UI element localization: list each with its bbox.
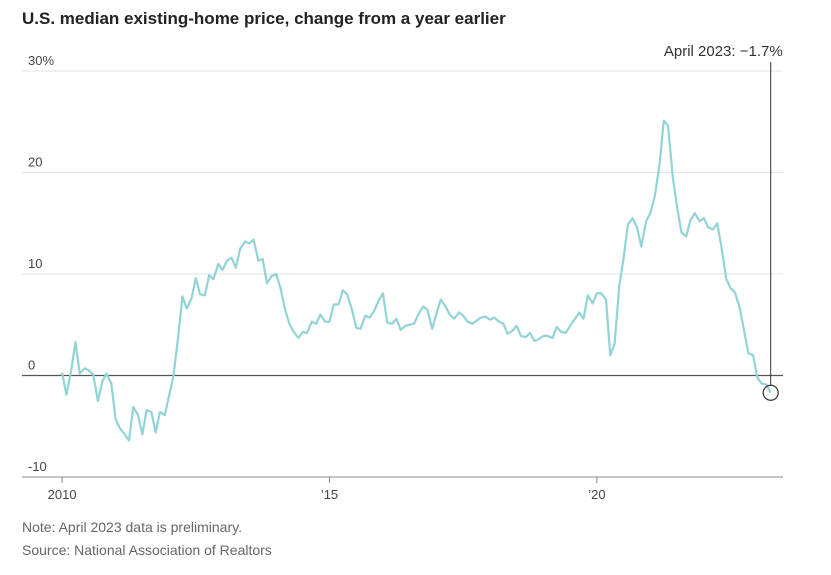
- series-line: [61, 119, 772, 442]
- x-tick-label: ’20: [588, 487, 605, 502]
- chart-title: U.S. median existing-home price, change …: [22, 9, 506, 28]
- annotation: April 2023: −1.7%: [664, 43, 783, 60]
- source: Source: National Association of Realtors: [22, 542, 272, 558]
- y-tick-label: 10: [28, 256, 42, 271]
- last-point-marker: [762, 384, 779, 401]
- y-tick-label: 30%: [28, 53, 54, 68]
- y-tick-label: 0: [28, 358, 35, 373]
- note: Note: April 2023 data is preliminary.: [22, 519, 242, 535]
- y-tick-label: -10: [28, 459, 47, 474]
- x-tick-label: 2010: [48, 487, 77, 502]
- x-tick-label: ’15: [321, 487, 338, 502]
- y-tick-label: 20: [28, 155, 42, 170]
